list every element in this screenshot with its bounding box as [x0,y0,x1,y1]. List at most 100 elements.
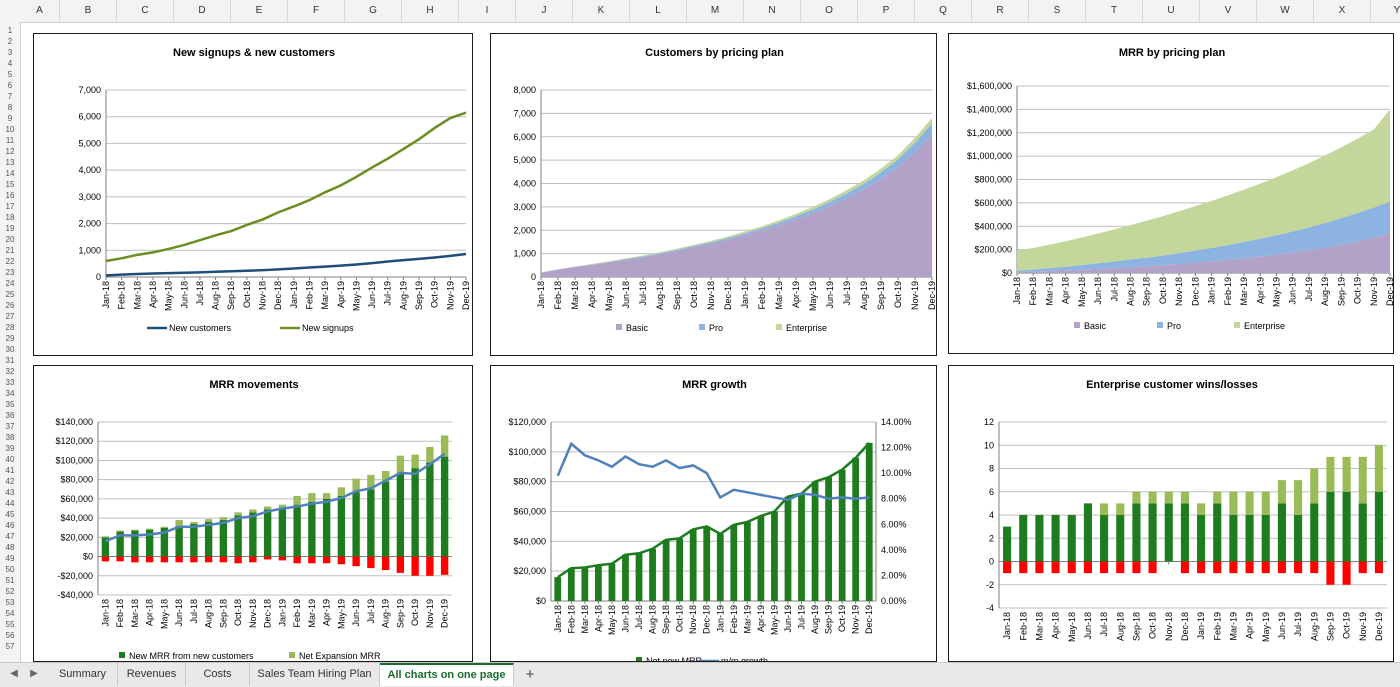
row-header-48[interactable]: 48 [5,543,15,552]
row-header-29[interactable]: 29 [5,334,15,343]
row-header-6[interactable]: 6 [7,81,13,90]
row-header-35[interactable]: 35 [5,400,15,409]
row-header-51[interactable]: 51 [5,576,15,585]
column-header-i[interactable]: I [459,0,516,22]
chart-enterprise-wins-losses[interactable]: Enterprise customer wins/losses -4 -2 0 2 4 6 8… [948,365,1394,662]
row-header-23[interactable]: 23 [5,268,15,277]
row-header-34[interactable]: 34 [5,389,15,398]
column-header-b[interactable]: B [60,0,117,22]
row-header-46[interactable]: 46 [5,521,15,530]
row-header-18[interactable]: 18 [5,213,15,222]
tab-sales-team-hiring-plan[interactable]: Sales Team Hiring Plan [250,663,380,686]
row-header-2[interactable]: 2 [7,37,13,46]
row-header-44[interactable]: 44 [5,499,15,508]
row-header-19[interactable]: 19 [5,224,15,233]
row-header-54[interactable]: 54 [5,609,15,618]
add-sheet-button[interactable]: + [525,666,535,683]
column-header-k[interactable]: K [573,0,630,22]
column-header-p[interactable]: P [858,0,915,22]
row-header-16[interactable]: 16 [5,191,15,200]
column-header-a[interactable]: A [20,0,60,22]
worksheet-grid[interactable]: New signups & new customers 0 1,000 2,000 3,… [21,23,1400,662]
column-header-f[interactable]: F [288,0,345,22]
chart-new-signups[interactable]: New signups & new customers 0 1,000 2,000 3,… [33,33,473,356]
column-header-d[interactable]: D [174,0,231,22]
row-header-47[interactable]: 47 [5,532,15,541]
row-header-30[interactable]: 30 [5,345,15,354]
row-header-42[interactable]: 42 [5,477,15,486]
bar-net-new-mrr [798,493,805,601]
row-header-4[interactable]: 4 [7,59,13,68]
row-header-41[interactable]: 41 [5,466,15,475]
row-header-9[interactable]: 9 [7,114,13,123]
row-header-3[interactable]: 3 [7,48,13,57]
row-header-27[interactable]: 27 [5,312,15,321]
chart-mrr-growth[interactable]: MRR growth $0 $20,000 $40,000 $60,000 $80,000… [490,365,937,662]
row-header-56[interactable]: 56 [5,631,15,640]
column-header-m[interactable]: M [687,0,744,22]
row-header-20[interactable]: 20 [5,235,15,244]
prev-sheet-button[interactable]: ◀ [10,668,18,679]
row-header-24[interactable]: 24 [5,279,15,288]
row-header-52[interactable]: 52 [5,587,15,596]
column-header-y[interactable]: Y [1371,0,1400,22]
row-header-8[interactable]: 8 [7,103,13,112]
column-header-h[interactable]: H [402,0,459,22]
column-header-r[interactable]: R [972,0,1029,22]
row-header-55[interactable]: 55 [5,620,15,629]
row-header-11[interactable]: 11 [5,136,15,145]
row-header-37[interactable]: 37 [5,422,15,431]
row-header-33[interactable]: 33 [5,378,15,387]
row-header-40[interactable]: 40 [5,455,15,464]
row-header-26[interactable]: 26 [5,301,15,310]
row-header-1[interactable]: 1 [7,26,13,35]
column-header-e[interactable]: E [231,0,288,22]
row-header-10[interactable]: 10 [5,125,15,134]
column-header-u[interactable]: U [1143,0,1200,22]
bar-new [1116,515,1125,562]
tab-all-charts[interactable]: All charts on one page [380,663,514,686]
column-header-g[interactable]: G [345,0,402,22]
chart-mrr-by-plan[interactable]: MRR by pricing plan $0 $200,000 $400,000 $60… [948,33,1394,354]
row-header-25[interactable]: 25 [5,290,15,299]
row-header-7[interactable]: 7 [7,92,13,101]
row-header-14[interactable]: 14 [5,169,15,178]
column-header-t[interactable]: T [1086,0,1143,22]
row-header-57[interactable]: 57 [5,642,15,651]
tab-revenues[interactable]: Revenues [118,663,186,686]
tab-costs[interactable]: Costs [186,663,250,686]
column-header-v[interactable]: V [1200,0,1257,22]
row-header-53[interactable]: 53 [5,598,15,607]
row-header-31[interactable]: 31 [5,356,15,365]
row-header-49[interactable]: 49 [5,554,15,563]
next-sheet-button[interactable]: ▶ [30,668,38,679]
column-header-n[interactable]: N [744,0,801,22]
row-header-45[interactable]: 45 [5,510,15,519]
row-header-28[interactable]: 28 [5,323,15,332]
chart-mrr-movements[interactable]: MRR movements -$40,000 -$20,000 $0 $20,000 $4… [33,365,473,662]
row-header-39[interactable]: 39 [5,444,15,453]
column-header-q[interactable]: Q [915,0,972,22]
row-header-12[interactable]: 12 [5,147,15,156]
chart-customers-by-plan[interactable]: Customers by pricing plan 0 1,000 2,000 3,00… [490,33,937,356]
row-header-50[interactable]: 50 [5,565,15,574]
row-header-17[interactable]: 17 [5,202,15,211]
column-header-o[interactable]: O [801,0,858,22]
row-header-32[interactable]: 32 [5,367,15,376]
row-header-5[interactable]: 5 [7,70,13,79]
row-header-36[interactable]: 36 [5,411,15,420]
bar-churned-mrr [426,556,434,576]
row-header-15[interactable]: 15 [5,180,15,189]
row-header-38[interactable]: 38 [5,433,15,442]
column-header-c[interactable]: C [117,0,174,22]
column-header-x[interactable]: X [1314,0,1371,22]
row-header-22[interactable]: 22 [5,257,15,266]
tab-summary[interactable]: Summary [48,663,118,686]
column-header-l[interactable]: L [630,0,687,22]
column-header-s[interactable]: S [1029,0,1086,22]
column-header-j[interactable]: J [516,0,573,22]
row-header-43[interactable]: 43 [5,488,15,497]
row-header-21[interactable]: 21 [5,246,15,255]
column-header-w[interactable]: W [1257,0,1314,22]
row-header-13[interactable]: 13 [5,158,15,167]
